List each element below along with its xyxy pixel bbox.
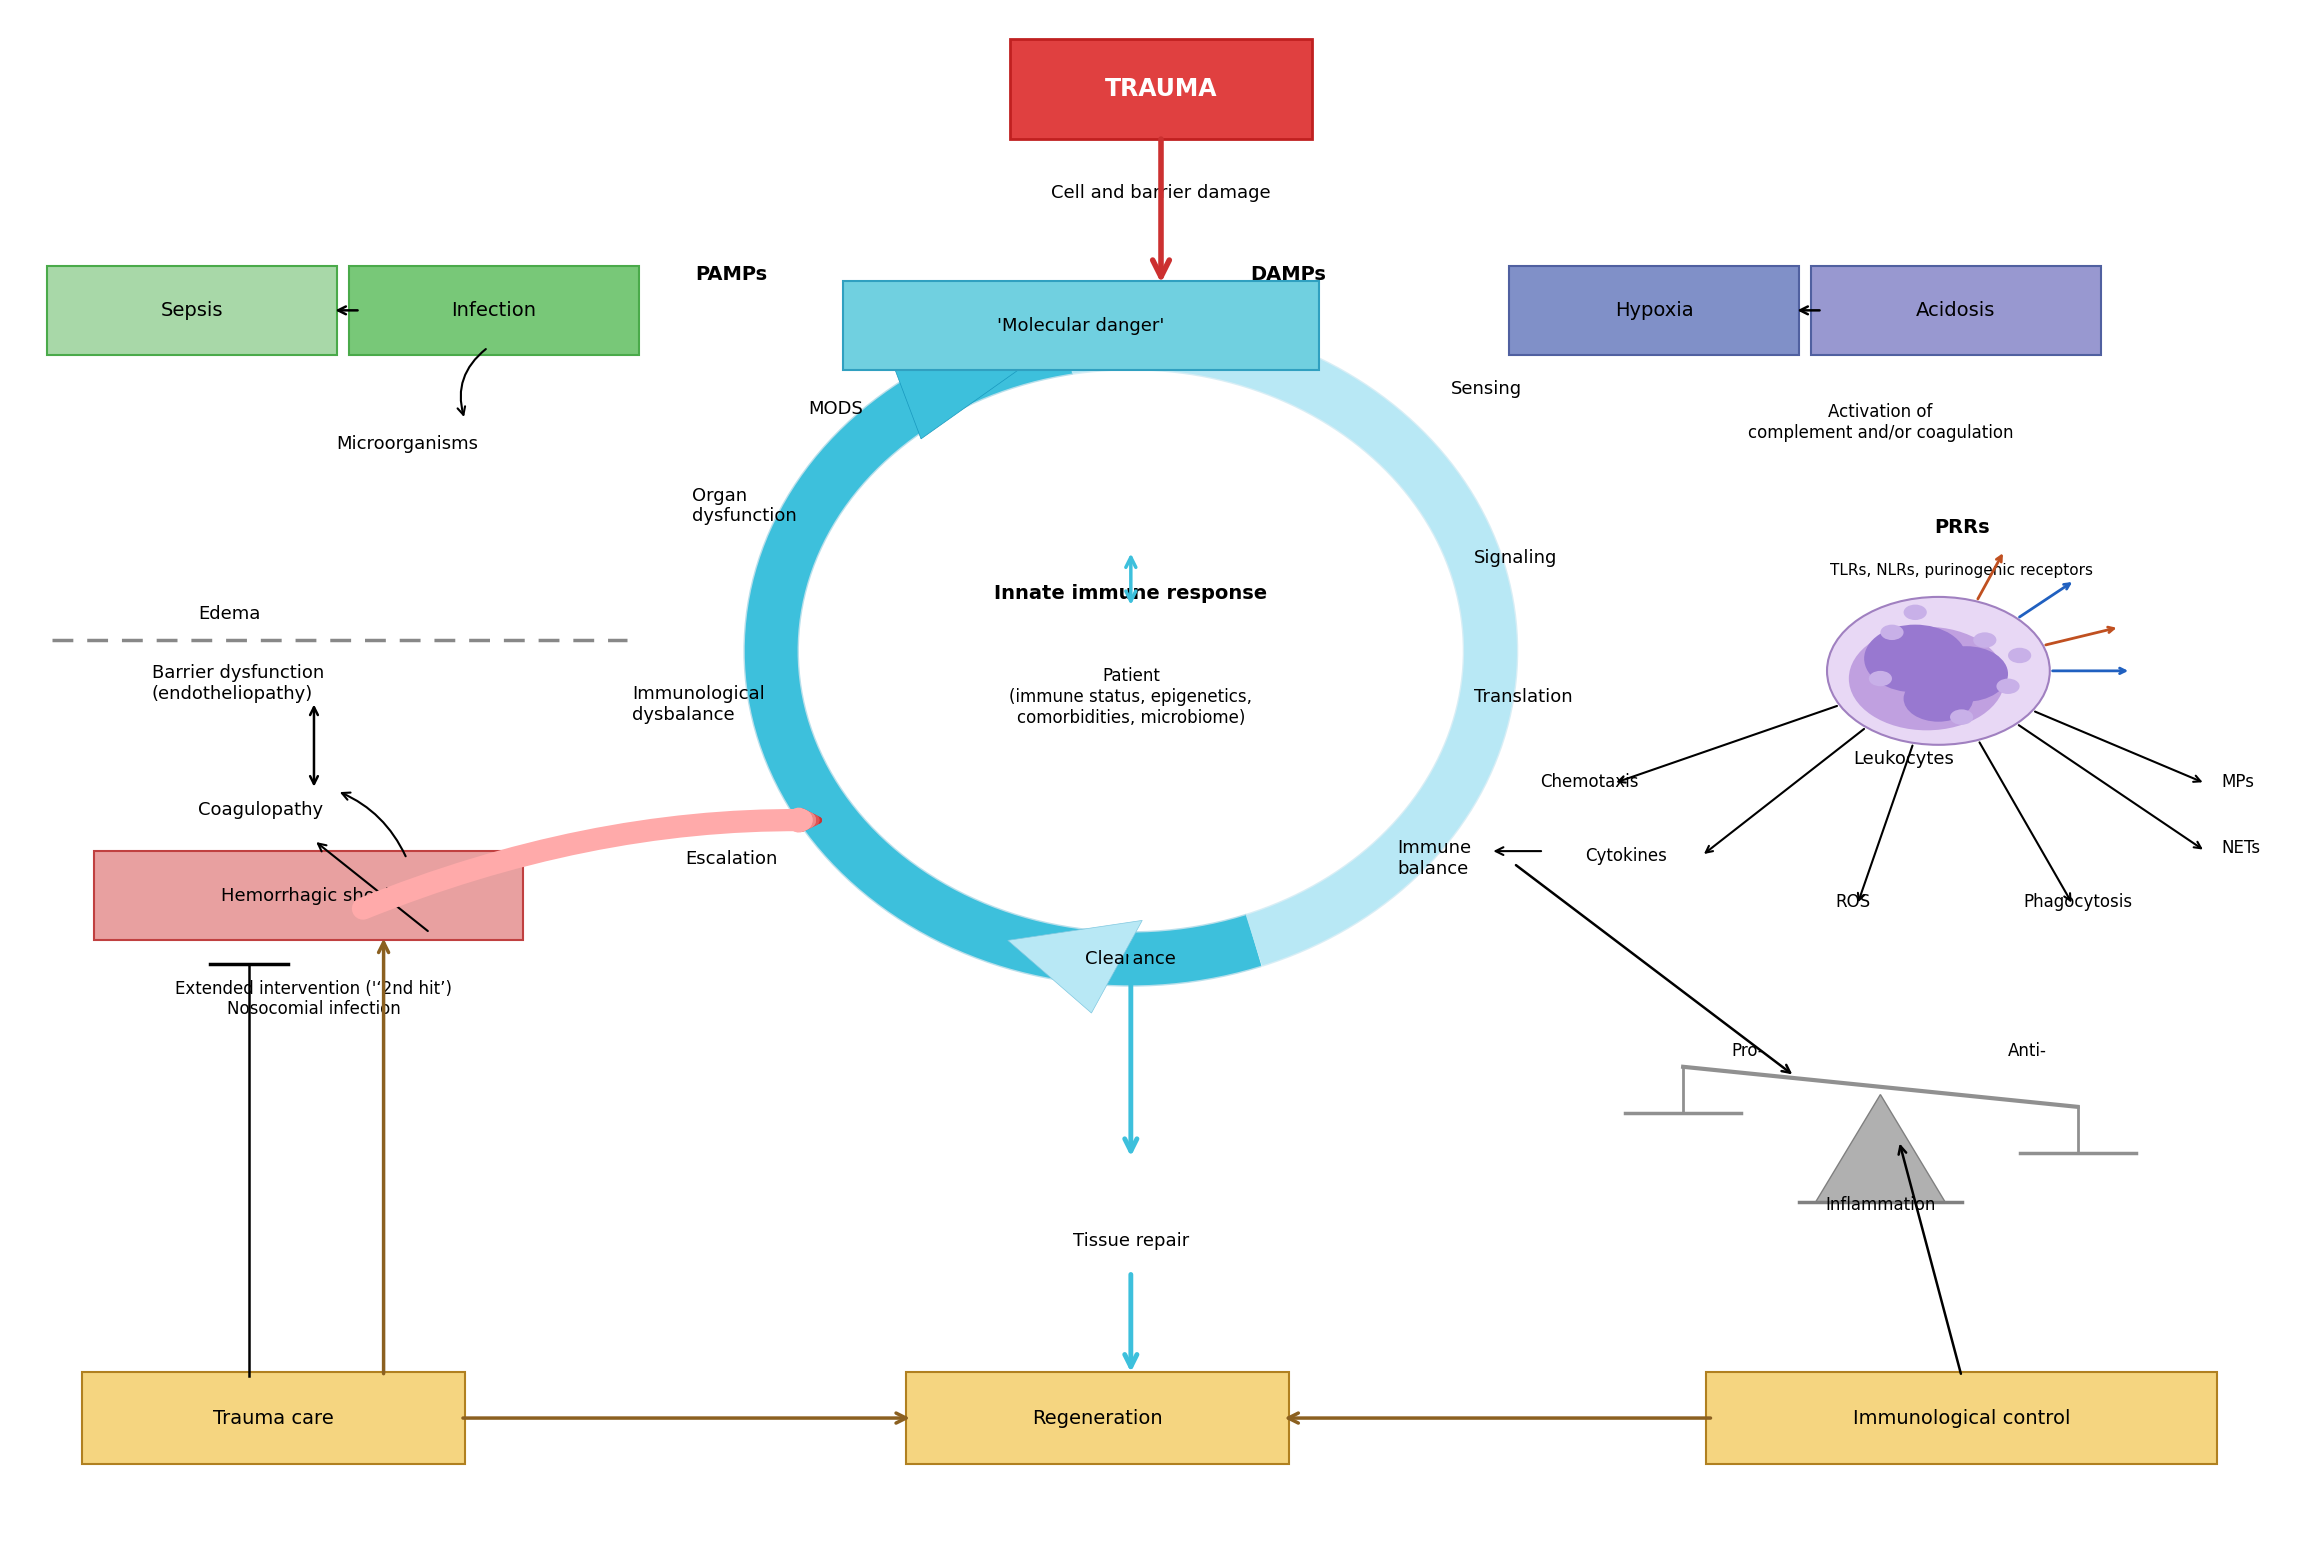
Circle shape xyxy=(1997,678,2020,694)
FancyBboxPatch shape xyxy=(93,851,522,941)
Circle shape xyxy=(1865,625,1967,692)
Text: ROS: ROS xyxy=(1834,893,1869,911)
Circle shape xyxy=(1869,671,1892,686)
Text: Pro-: Pro- xyxy=(1732,1042,1765,1061)
Text: Immunological
dysbalance: Immunological dysbalance xyxy=(632,685,764,725)
Circle shape xyxy=(1881,625,1904,640)
Text: Patient
(immune status, epigenetics,
comorbidities, microbiome): Patient (immune status, epigenetics, com… xyxy=(1010,668,1252,726)
Text: Hypoxia: Hypoxia xyxy=(1614,301,1693,319)
Text: Chemotaxis: Chemotaxis xyxy=(1539,773,1639,791)
Text: MODS: MODS xyxy=(808,399,864,418)
Text: Acidosis: Acidosis xyxy=(1916,301,1995,319)
Text: Inflammation: Inflammation xyxy=(1825,1197,1937,1215)
FancyBboxPatch shape xyxy=(46,265,337,355)
Text: Signaling: Signaling xyxy=(1474,549,1558,567)
FancyBboxPatch shape xyxy=(843,281,1319,370)
Text: Edema: Edema xyxy=(197,604,260,623)
Text: Clearance: Clearance xyxy=(1084,950,1177,968)
Text: NETs: NETs xyxy=(2222,839,2262,857)
FancyBboxPatch shape xyxy=(348,265,639,355)
Circle shape xyxy=(1827,597,2050,745)
Circle shape xyxy=(1904,604,1927,620)
Text: Phagocytosis: Phagocytosis xyxy=(2022,893,2132,911)
Circle shape xyxy=(2009,648,2032,663)
Circle shape xyxy=(1904,675,1974,722)
FancyBboxPatch shape xyxy=(906,1372,1289,1465)
Text: Escalation: Escalation xyxy=(685,850,778,868)
Text: Cell and barrier damage: Cell and barrier damage xyxy=(1052,185,1270,202)
Text: Translation: Translation xyxy=(1474,688,1572,706)
Text: Activation of
complement and/or coagulation: Activation of complement and/or coagulat… xyxy=(1748,404,2013,443)
FancyBboxPatch shape xyxy=(1010,39,1312,139)
FancyBboxPatch shape xyxy=(1509,265,1800,355)
Text: Sensing: Sensing xyxy=(1451,379,1523,398)
Text: Coagulopathy: Coagulopathy xyxy=(197,800,323,819)
Text: Infection: Infection xyxy=(450,301,536,319)
Text: Anti-: Anti- xyxy=(2009,1042,2048,1061)
Text: Microorganisms: Microorganisms xyxy=(337,435,478,453)
Circle shape xyxy=(1974,632,1997,648)
Text: Regeneration: Regeneration xyxy=(1031,1408,1163,1428)
Text: Barrier dysfunction
(endotheliopathy): Barrier dysfunction (endotheliopathy) xyxy=(151,663,323,703)
Text: Hemorrhagic shock: Hemorrhagic shock xyxy=(221,887,395,905)
FancyBboxPatch shape xyxy=(1811,265,2101,355)
Text: Tissue repair: Tissue repair xyxy=(1073,1232,1189,1251)
Text: Cytokines: Cytokines xyxy=(1586,847,1667,865)
Text: DAMPs: DAMPs xyxy=(1252,265,1326,284)
Text: PAMPs: PAMPs xyxy=(697,265,769,284)
Text: Organ
dysfunction: Organ dysfunction xyxy=(692,487,796,526)
Polygon shape xyxy=(1816,1095,1946,1203)
FancyBboxPatch shape xyxy=(1707,1372,2218,1465)
Polygon shape xyxy=(1008,921,1142,1013)
Text: Sepsis: Sepsis xyxy=(160,301,223,319)
Text: Immunological control: Immunological control xyxy=(1853,1408,2071,1428)
Text: TRAUMA: TRAUMA xyxy=(1105,77,1217,102)
Circle shape xyxy=(1950,709,1974,725)
Text: PRRs: PRRs xyxy=(1934,518,1990,537)
Text: Extended intervention ('‘2nd hit’)
Nosocomial infection: Extended intervention ('‘2nd hit’) Nosoc… xyxy=(176,979,453,1018)
FancyBboxPatch shape xyxy=(81,1372,464,1465)
Circle shape xyxy=(1848,626,2004,731)
Text: Immune
balance: Immune balance xyxy=(1398,839,1472,879)
Text: Innate immune response: Innate immune response xyxy=(994,584,1268,603)
Text: MPs: MPs xyxy=(2222,773,2255,791)
Text: 'Molecular danger': 'Molecular danger' xyxy=(996,316,1166,335)
Text: Leukocytes: Leukocytes xyxy=(1853,749,1955,768)
Text: Trauma care: Trauma care xyxy=(214,1408,334,1428)
Text: TLRs, NLRs, purinogenic receptors: TLRs, NLRs, purinogenic receptors xyxy=(1830,563,2092,578)
Circle shape xyxy=(1925,646,2009,702)
Polygon shape xyxy=(873,313,1045,439)
Polygon shape xyxy=(822,376,1440,925)
